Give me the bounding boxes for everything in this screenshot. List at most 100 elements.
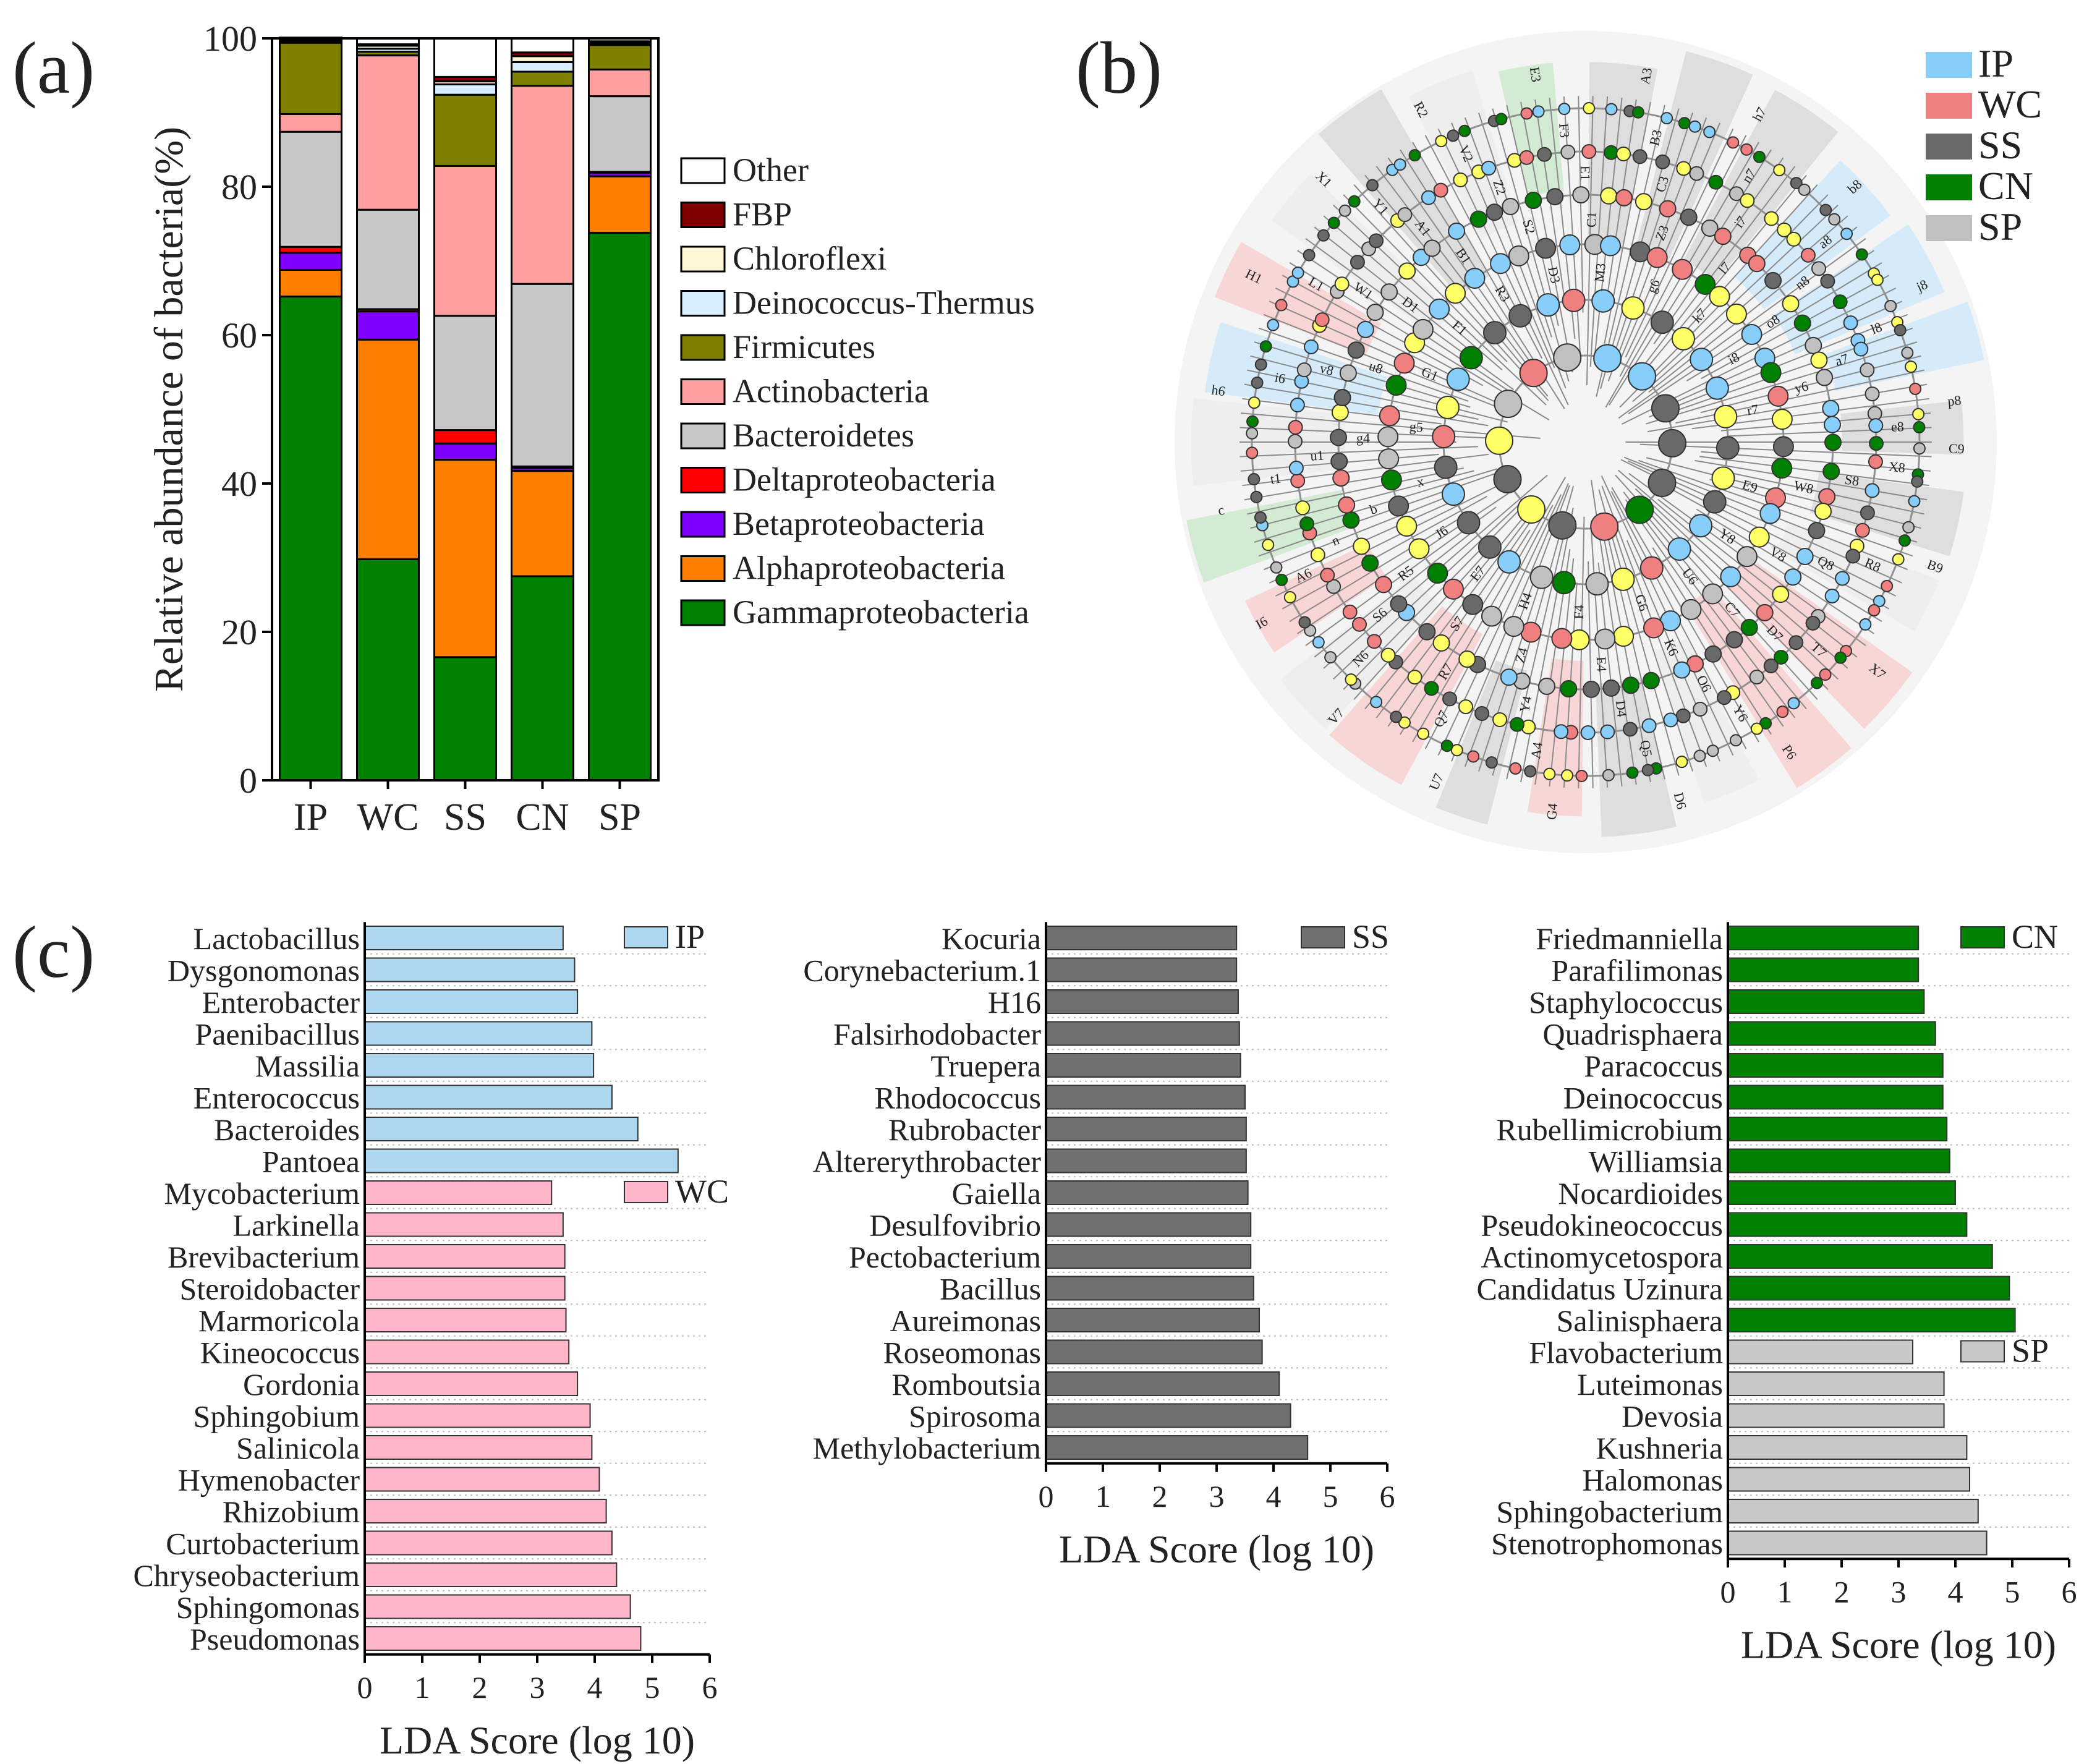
tree-node bbox=[1299, 516, 1314, 532]
tree-node bbox=[1832, 294, 1848, 310]
tree-node bbox=[1908, 495, 1921, 508]
taxon-label-halomonas: Halomonas bbox=[1582, 1463, 1723, 1498]
taxon-label-kineococcus: Kineococcus bbox=[200, 1336, 360, 1370]
tree-branch bbox=[1492, 108, 1570, 382]
tree-node bbox=[1490, 253, 1512, 275]
tree-node bbox=[1615, 189, 1633, 207]
tree-node bbox=[1725, 303, 1747, 325]
legend-swatch-betaproteobacteria bbox=[680, 511, 726, 538]
bar-dysgonomonas bbox=[364, 957, 576, 982]
tree-node bbox=[1884, 299, 1897, 312]
taxon-label-nocardioides: Nocardioides bbox=[1558, 1176, 1723, 1211]
legend-label-fbp: FBP bbox=[733, 196, 792, 233]
bar-salinisphaera bbox=[1727, 1308, 2016, 1332]
tree-node bbox=[1693, 749, 1706, 762]
taxon-label-deinococcus: Deinococcus bbox=[1563, 1081, 1723, 1115]
y-tick-label: 20 bbox=[221, 612, 257, 652]
tree-branch bbox=[1647, 383, 1928, 433]
taxon-label-gordonia: Gordonia bbox=[243, 1367, 360, 1402]
taxon-label-methylobacterium: Methylobacterium bbox=[813, 1431, 1041, 1465]
taxon-label-marmoricola: Marmoricola bbox=[198, 1303, 360, 1338]
tree-node bbox=[1581, 144, 1597, 160]
bar-massilia bbox=[364, 1053, 595, 1078]
taxon-label-bacillus: Bacillus bbox=[940, 1272, 1041, 1306]
tree-node bbox=[1708, 174, 1724, 190]
tree-node bbox=[1590, 512, 1619, 541]
tree-node bbox=[1408, 149, 1421, 162]
bar-gordonia bbox=[364, 1371, 579, 1396]
taxon-label-chryseobacterium: Chryseobacterium bbox=[133, 1558, 360, 1593]
x-tick-label-ip: IP bbox=[294, 796, 328, 838]
legend-swatch-deltaproteobacteria bbox=[680, 467, 726, 493]
tree-node bbox=[1353, 537, 1371, 555]
legend-label-cn: CN bbox=[2012, 918, 2058, 955]
node-label: i6 bbox=[1273, 369, 1287, 386]
bar-cn-gammaproteobacteria bbox=[511, 575, 574, 782]
legend-swatch-ip bbox=[1926, 52, 1972, 78]
tree-branch bbox=[1563, 96, 1581, 362]
bar-rhizobium bbox=[364, 1499, 607, 1523]
node-label: g5 bbox=[1409, 419, 1424, 435]
bar-chryseobacterium bbox=[364, 1562, 618, 1587]
tree-node bbox=[1714, 404, 1738, 428]
tree-node bbox=[1500, 668, 1518, 686]
tree-node bbox=[1643, 617, 1665, 639]
tree-node bbox=[1536, 293, 1560, 317]
bar-ss-gammaproteobacteria bbox=[433, 656, 497, 782]
tree-node bbox=[1835, 571, 1850, 586]
legend-label-ip: IP bbox=[675, 918, 705, 955]
tree-branch bbox=[1424, 505, 1554, 749]
tree-node bbox=[1246, 446, 1259, 459]
tree-node bbox=[1356, 320, 1374, 338]
taxon-label-h16: H16 bbox=[988, 985, 1041, 1020]
tree-node bbox=[1680, 599, 1702, 620]
tree-node bbox=[1771, 458, 1793, 479]
taxon-label-steroidobacter: Steroidobacter bbox=[179, 1272, 360, 1306]
tree-node bbox=[1604, 145, 1619, 160]
tree-node bbox=[1361, 554, 1379, 572]
node-label: B3 bbox=[1646, 128, 1665, 147]
tree-node bbox=[1303, 339, 1319, 354]
tree-branch bbox=[1694, 459, 1928, 501]
legend-label-actinobacteria: Actinobacteria bbox=[733, 373, 929, 410]
legend-swatch-sp bbox=[1960, 1340, 2005, 1363]
bar-cn-other bbox=[511, 37, 574, 54]
tree-node bbox=[1445, 283, 1466, 304]
tree-node bbox=[1393, 158, 1406, 171]
taxon-label-corynebacterium-1: Corynebacterium.1 bbox=[803, 953, 1041, 988]
tree-node bbox=[1448, 222, 1466, 240]
tree-node bbox=[1398, 262, 1416, 280]
tree-node bbox=[1873, 595, 1886, 608]
bar-steroidobacter bbox=[364, 1276, 566, 1301]
tree-node bbox=[1767, 385, 1789, 407]
tree-node bbox=[1913, 442, 1926, 455]
tree-branch bbox=[1451, 122, 1555, 369]
tree-branch bbox=[1652, 547, 1772, 735]
tree-node bbox=[1800, 247, 1816, 263]
gridlines bbox=[365, 953, 710, 1655]
tree-node bbox=[1543, 767, 1556, 780]
tree-node bbox=[1575, 769, 1588, 782]
tree-branch bbox=[1634, 500, 1807, 710]
tree-node bbox=[1254, 358, 1267, 371]
x-tick-label: 3 bbox=[1209, 1479, 1225, 1514]
tree-node bbox=[1632, 149, 1648, 164]
bar-ip-firmicutes bbox=[279, 41, 342, 115]
tree-node bbox=[1593, 344, 1622, 373]
tree-branch bbox=[1343, 194, 1508, 362]
tree-node bbox=[1709, 286, 1730, 307]
x-axis-label: LDA Score (log 10) bbox=[1059, 1527, 1374, 1571]
tree-branch bbox=[1623, 492, 1796, 718]
tree-branch bbox=[1506, 104, 1559, 326]
legend-swatch-ss bbox=[1926, 134, 1972, 160]
tree-node bbox=[1296, 362, 1312, 378]
legend-label-betaproteobacteria: Betaproteobacteria bbox=[733, 505, 985, 542]
taxon-label-larkinella: Larkinella bbox=[233, 1208, 360, 1243]
x-tick-label-sp: SP bbox=[598, 796, 641, 838]
tree-node bbox=[1259, 340, 1272, 353]
tree-branch bbox=[1275, 480, 1507, 597]
tree-node bbox=[1793, 314, 1811, 332]
tree-node bbox=[1855, 522, 1870, 538]
tree-node bbox=[1379, 405, 1400, 427]
tree-node bbox=[1524, 765, 1537, 778]
